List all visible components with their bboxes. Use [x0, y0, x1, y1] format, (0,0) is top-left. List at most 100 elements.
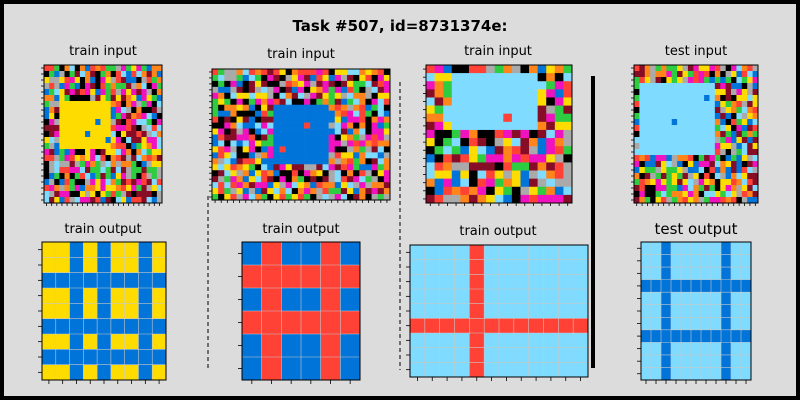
grid-cell — [100, 65, 106, 72]
grid-cell — [353, 188, 360, 195]
grid-cell — [747, 101, 753, 108]
grid-cell — [698, 125, 705, 132]
grid-cell — [152, 303, 167, 319]
grid-cell — [146, 179, 153, 186]
grid-cell — [687, 179, 694, 186]
grid-cell — [460, 138, 470, 147]
grid-cell — [377, 176, 385, 183]
grid-cell — [340, 110, 348, 117]
grid-cell — [322, 134, 329, 141]
grid-cell — [59, 137, 65, 144]
grid-cell — [494, 121, 504, 131]
grid-cell — [503, 113, 513, 123]
grid-cell — [285, 104, 293, 111]
grid-cell — [304, 158, 311, 165]
grid-cell — [340, 140, 348, 147]
grid-cell — [741, 242, 752, 255]
grid-cell — [543, 289, 559, 304]
grid-cell — [224, 164, 231, 171]
grid-cell — [682, 77, 689, 84]
grid-cell — [136, 77, 142, 84]
grid-cell — [44, 161, 50, 168]
grid-cell — [671, 317, 682, 331]
grid-cell — [731, 65, 737, 72]
grid-cell — [714, 185, 721, 192]
grid-cell — [281, 288, 302, 312]
grid-cell — [494, 81, 504, 90]
grid-cell — [97, 288, 112, 304]
grid-cell — [439, 318, 455, 334]
grid-cell — [136, 161, 142, 168]
grid-cell — [254, 158, 262, 165]
grid-cell — [558, 318, 574, 334]
grid-cell — [224, 80, 231, 88]
grid-cell — [687, 167, 694, 174]
grid-cell — [503, 73, 513, 82]
grid-cell — [230, 98, 237, 106]
grid-cell — [365, 158, 372, 165]
grid-cell — [261, 116, 268, 123]
grid-cell — [100, 113, 106, 120]
grid-cell — [297, 80, 305, 88]
grid-cell — [44, 95, 50, 102]
grid-cell — [687, 173, 694, 180]
grid-cell — [120, 101, 127, 108]
grid-cell — [120, 65, 127, 72]
grid-cell — [747, 125, 753, 132]
grid-cell — [711, 279, 722, 293]
grid-cell — [279, 92, 286, 100]
grid-cell — [59, 149, 65, 156]
grid-cell — [443, 186, 453, 196]
grid-cell — [725, 89, 732, 96]
grid-cell — [316, 194, 323, 201]
grid-cell — [554, 138, 564, 147]
grid-cell — [731, 161, 737, 168]
grid-cell — [681, 317, 692, 331]
grid-cell — [537, 146, 547, 155]
grid-cell — [377, 92, 385, 100]
grid-cell — [340, 242, 361, 266]
grid-cell — [69, 83, 76, 90]
grid-cell — [297, 134, 305, 141]
grid-cell — [334, 164, 342, 171]
grid-cell — [720, 143, 726, 150]
grid-cell — [79, 161, 86, 168]
grid-cell — [353, 110, 360, 117]
grid-cell — [671, 137, 678, 144]
grid-cell — [74, 71, 81, 78]
grid-cell — [494, 129, 504, 139]
grid-cell — [261, 134, 268, 141]
grid-cell — [698, 149, 705, 156]
grid-cell — [486, 186, 496, 196]
grid-cell — [714, 191, 721, 198]
grid-cell — [273, 170, 280, 177]
grid-cell — [377, 104, 385, 111]
grid-cell — [54, 155, 60, 162]
grid-cell — [709, 161, 716, 168]
grid-cell — [546, 178, 556, 188]
grid-cell — [340, 80, 348, 88]
grid-cell — [285, 134, 293, 141]
grid-cell — [468, 194, 478, 204]
grid-cell — [691, 317, 702, 331]
grid-cell — [714, 173, 721, 180]
grid-cell — [74, 119, 81, 126]
grid-cell — [537, 65, 547, 74]
grid-cell — [279, 140, 286, 147]
grid-cell — [115, 197, 122, 204]
grid-cell — [434, 113, 444, 123]
grid-cell — [359, 176, 366, 183]
grid-cell — [660, 71, 667, 78]
grid-cell — [347, 80, 354, 88]
grid-cell — [115, 119, 122, 126]
grid-cell — [151, 95, 158, 102]
grid-cell — [44, 71, 50, 78]
grid-cell — [511, 113, 521, 123]
grid-cell — [650, 83, 656, 90]
grid-cell — [328, 194, 336, 201]
grid-cell — [42, 318, 57, 335]
grid-cell — [681, 342, 692, 356]
grid-cell — [146, 113, 153, 120]
grid-cell — [347, 158, 354, 165]
grid-cell — [681, 279, 692, 293]
